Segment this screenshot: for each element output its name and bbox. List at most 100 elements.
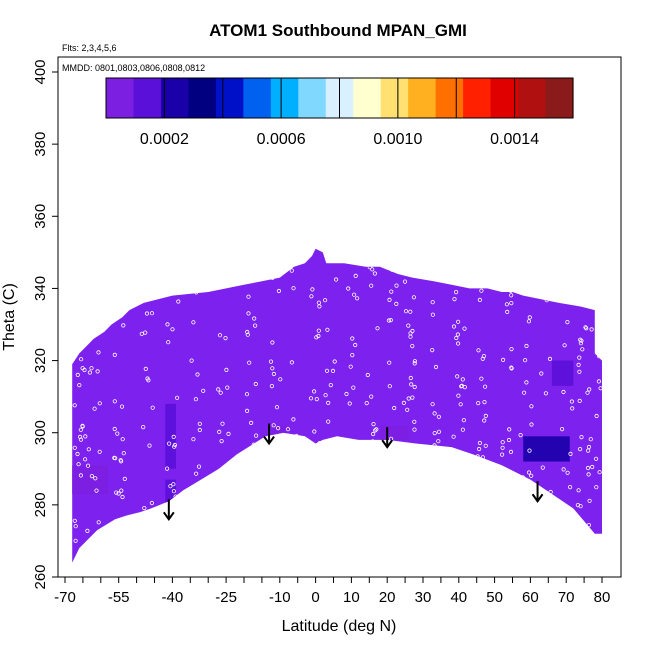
observation-marker [268,501,273,506]
observation-marker [526,319,532,324]
observation-marker [81,296,86,301]
x-tick-label: -40 [162,589,184,606]
observation-marker [433,364,439,370]
observation-marker [563,515,568,521]
observation-marker [297,522,302,527]
observation-marker [412,419,417,424]
observation-marker [526,470,532,475]
observation-marker [387,384,392,389]
observation-marker [524,380,529,385]
observation-marker [460,377,465,382]
observation-marker [430,347,435,353]
observation-marker [168,484,173,489]
observation-marker [364,400,369,406]
observation-marker [547,288,552,293]
observation-marker [432,430,437,436]
observation-marker [538,543,543,548]
observation-marker [453,289,459,295]
observation-marker [366,466,372,471]
colorbar-tick-label: 0.0010 [373,131,422,148]
observation-marker [526,251,531,256]
observation-marker [214,521,219,526]
observation-marker [74,274,79,280]
data-layer [72,248,602,563]
observation-marker [461,508,466,513]
observation-marker [346,286,351,291]
observation-marker [314,396,319,402]
observation-marker [487,274,492,279]
observation-marker [147,288,152,293]
observation-marker [530,519,536,524]
observation-marker [224,494,229,499]
observation-marker [500,440,505,445]
observation-marker [219,543,224,548]
observation-marker [570,406,575,411]
high-value-patch [272,425,287,437]
observation-marker [430,300,435,305]
observation-marker [508,449,514,454]
observation-marker [245,329,250,335]
observation-marker [431,487,437,492]
observation-marker [96,350,101,355]
observation-marker [434,258,439,264]
observation-marker [83,457,88,462]
observation-marker [72,518,77,523]
observation-marker [409,382,414,387]
observation-marker [219,529,224,535]
observation-marker [121,451,126,456]
observation-marker [519,501,525,506]
arrow-marker [163,499,175,522]
observation-marker [189,358,194,363]
observation-marker [140,551,145,557]
observation-marker [75,372,80,377]
observation-marker [226,431,231,436]
observation-marker [410,395,415,400]
observation-marker [115,431,120,436]
x-tick-label: 70 [558,589,575,606]
observation-marker [430,312,435,317]
observation-marker [576,362,581,367]
observation-marker [331,462,337,467]
observation-marker [291,417,296,422]
observation-marker [597,470,602,475]
observation-marker [547,356,553,361]
observation-marker [559,262,564,267]
observation-marker [384,257,389,262]
observation-marker [287,506,292,511]
observation-marker [86,255,91,260]
observation-marker [252,510,257,515]
observation-marker [504,302,509,307]
observation-marker [76,311,82,316]
observation-marker [245,332,250,337]
x-tick-label: -25 [215,589,237,606]
observation-marker [459,539,464,544]
observation-marker [561,389,566,395]
observation-marker [437,275,442,280]
observation-marker [477,297,482,302]
observation-marker [373,523,379,529]
observation-marker [478,507,484,512]
observation-marker [218,390,223,395]
observation-marker [145,376,150,381]
observation-marker [78,427,84,432]
observation-marker [590,464,595,470]
observation-marker [370,267,375,272]
observation-marker [217,333,223,338]
observation-marker [118,282,124,287]
observation-marker [333,277,339,282]
observation-marker [374,475,379,480]
observation-marker [528,516,533,521]
observation-marker [370,431,376,437]
dates-note: MMDD: 0801,0803,0806,0808,0812 [62,63,205,73]
observation-marker [97,449,102,454]
colorbar-swatch [435,78,464,118]
observation-marker [409,251,414,256]
observation-marker [507,427,512,432]
observation-marker [297,543,302,548]
observation-marker [366,474,371,479]
x-tick-label: 20 [379,589,396,606]
observation-marker [271,371,276,377]
observation-marker [579,338,584,343]
observation-marker [524,343,529,349]
observation-marker [561,467,566,472]
